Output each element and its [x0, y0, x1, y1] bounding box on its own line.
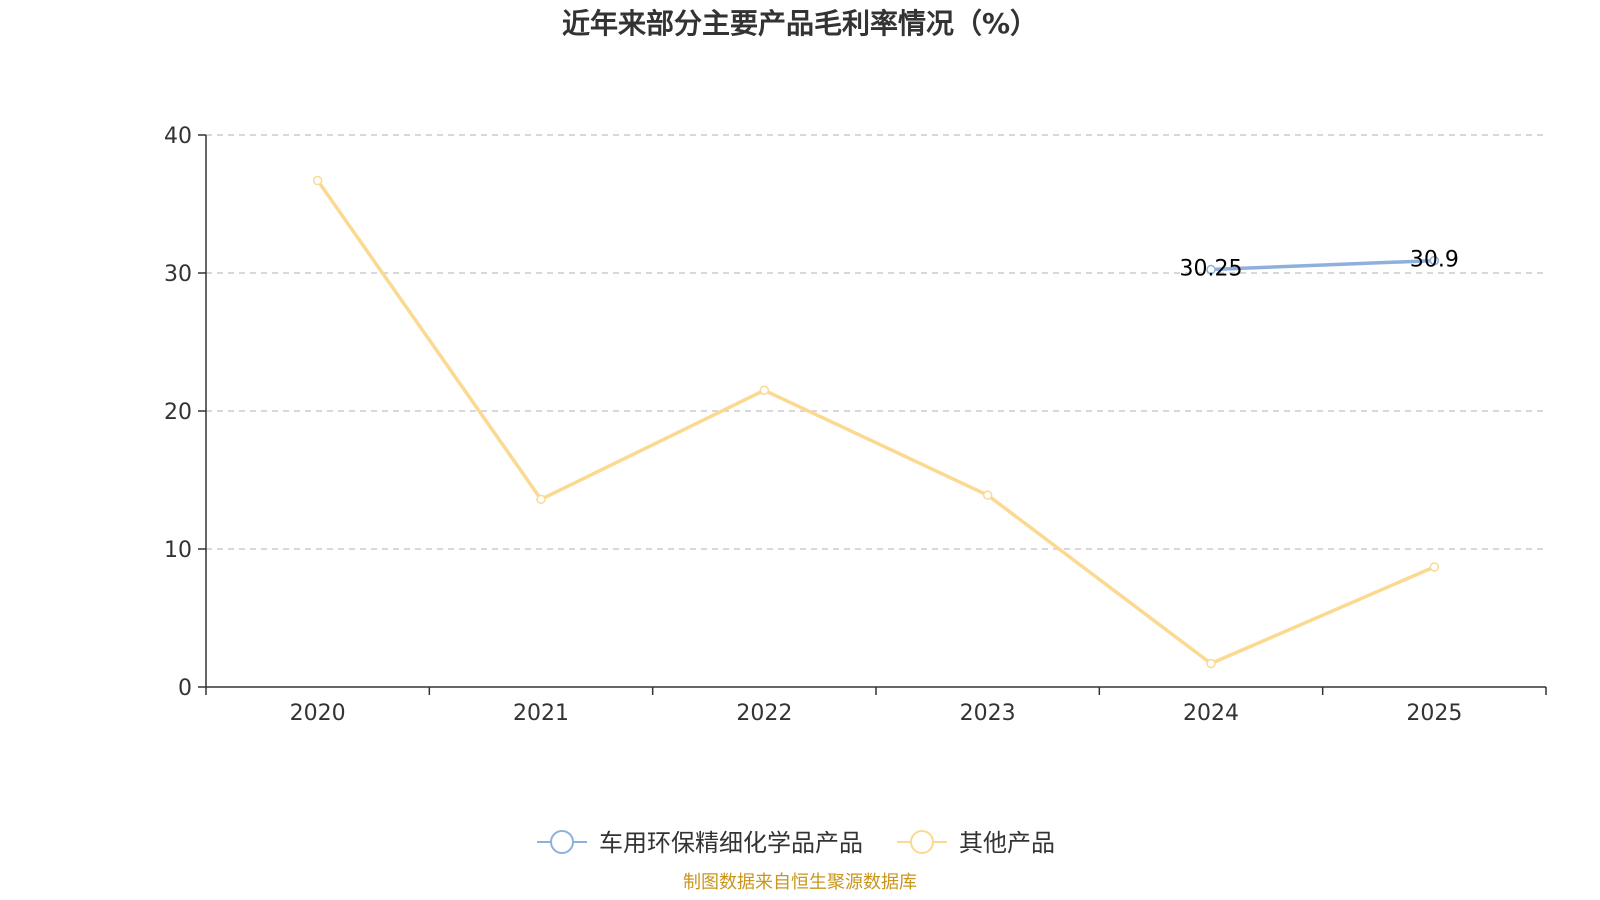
- data-label: 30.9: [1410, 248, 1459, 273]
- data-point: [1206, 264, 1216, 275]
- y-tick-label: 40: [164, 124, 192, 149]
- legend-label: 其他产品: [959, 829, 1055, 857]
- axes: 0 10 20 30 40 2020 2021 2022 2023 2024 2025: [164, 124, 1547, 726]
- data-point: [1429, 562, 1440, 572]
- source-note: 制图数据来自恒生聚源数据库: [683, 872, 917, 893]
- legend-marker: [910, 830, 934, 854]
- series-layer: [312, 175, 1440, 669]
- legend-marker: [550, 830, 574, 854]
- x-tick-label: 2023: [960, 701, 1016, 726]
- data-point: [312, 175, 323, 186]
- chart-title: 近年来部分主要产品毛利率情况（%）: [562, 7, 1038, 40]
- legend-label: 车用环保精细化学品产品: [599, 829, 863, 857]
- data-point: [1429, 255, 1440, 266]
- series-line: [315, 178, 1437, 666]
- series-line: [1209, 258, 1437, 272]
- y-tick-label: 30: [164, 262, 192, 287]
- x-tick-label: 2020: [290, 701, 346, 726]
- y-tick-label: 10: [164, 538, 192, 563]
- data-labels: 30.25 30.9: [1180, 248, 1459, 282]
- data-point: [759, 385, 770, 396]
- data-point: [982, 490, 993, 500]
- x-tick-label: 2025: [1406, 701, 1462, 726]
- grid-lines: [206, 134, 1546, 550]
- x-tick-label: 2022: [736, 701, 792, 726]
- legend-item[interactable]: 车用环保精细化学品产品: [537, 829, 863, 857]
- legend-item[interactable]: 其他产品: [897, 829, 1055, 857]
- y-tick-label: 20: [164, 400, 192, 425]
- x-tick-label: 2024: [1183, 701, 1239, 726]
- x-tick-label: 2021: [513, 701, 569, 726]
- data-point: [536, 494, 546, 505]
- legend[interactable]: 车用环保精细化学品产品 其他产品: [537, 829, 1055, 857]
- data-point: [1206, 658, 1216, 669]
- y-tick-label: 0: [178, 676, 192, 701]
- data-label: 30.25: [1180, 257, 1243, 282]
